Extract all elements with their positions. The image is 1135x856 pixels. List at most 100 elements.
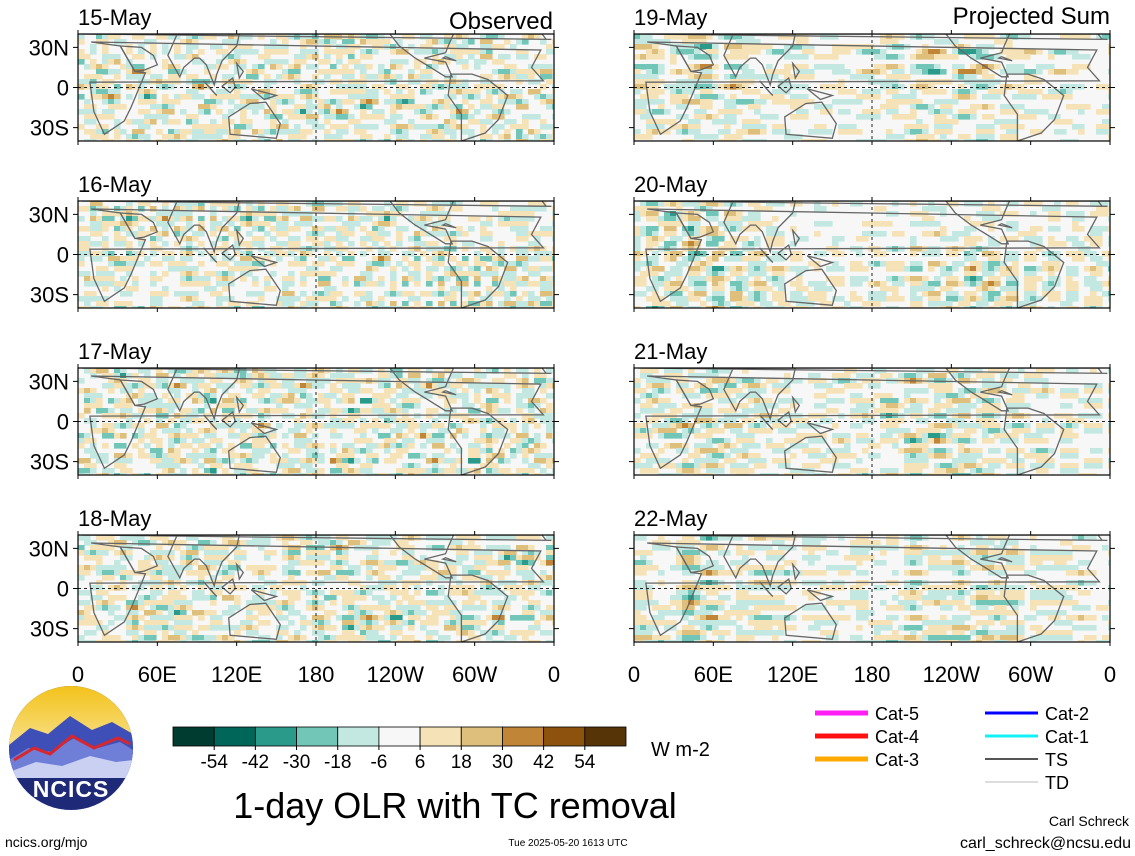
footer-url: ncics.org/mjo	[5, 834, 88, 850]
coastline	[806, 589, 835, 602]
colorbar-tick-label: -42	[242, 752, 269, 773]
coastline	[89, 41, 545, 136]
coastline	[784, 435, 838, 473]
coastline	[945, 34, 1011, 78]
olr-panel: 22-May	[629, 506, 1115, 646]
colorbar-swatch	[502, 726, 545, 747]
colorbar-swatch	[337, 726, 380, 747]
coastline	[228, 435, 282, 473]
colorbar-tick-label: 6	[415, 752, 426, 773]
olr-panel: 17-May 30N 0 30S	[29, 339, 559, 479]
coastline	[203, 414, 218, 430]
coastline	[791, 228, 801, 247]
panel-date: 21-May	[634, 339, 707, 364]
x-tick-label: 60W	[452, 662, 497, 687]
x-tick-label: 180	[298, 662, 335, 687]
coastline	[675, 45, 715, 73]
colorbar-swatch	[296, 726, 339, 747]
coastline	[945, 201, 1011, 245]
panel-grid: 15-May30N030S16-May30N030S17-May30N030S1…	[29, 5, 1115, 646]
coastline	[228, 268, 282, 306]
y-tick-label: 0	[57, 577, 69, 602]
footer-timestamp: Tue 2025-05-20 1613 UTC	[508, 838, 627, 849]
coastline	[440, 556, 457, 563]
coastline	[81, 201, 552, 207]
legend-label: TD	[1045, 773, 1069, 793]
observed-header: Observed	[449, 8, 553, 35]
y-tick-label: 30S	[30, 617, 69, 642]
legend-label: TS	[1045, 750, 1068, 770]
coastline	[228, 602, 282, 640]
projected-header: Projected Sum	[953, 3, 1110, 30]
coastline	[675, 546, 715, 574]
coastline	[637, 34, 1108, 41]
panel-date: 17-May	[78, 339, 151, 364]
coastline	[637, 535, 1108, 542]
colorbar-tick-label: -54	[200, 752, 228, 773]
x-tick-label: 60E	[138, 662, 177, 687]
coastline	[675, 379, 715, 407]
coastline	[235, 61, 245, 80]
coastline	[389, 201, 455, 245]
colorbar-swatch	[584, 726, 627, 747]
y-tick-label: 0	[57, 410, 69, 435]
y-tick-label: 30N	[29, 35, 69, 60]
coastline	[81, 34, 552, 41]
coastline	[637, 368, 1108, 375]
colorbar-tick-label: 30	[492, 752, 513, 773]
legend-label: Cat-1	[1045, 727, 1089, 747]
y-tick-label: 30S	[30, 283, 69, 308]
coastline	[235, 228, 245, 247]
coastline	[250, 255, 279, 268]
coastline	[447, 574, 509, 642]
olr-panel: 20-May	[629, 172, 1115, 312]
x-tick-label: 120W	[923, 662, 981, 687]
coastline	[784, 268, 838, 306]
colorbar-tick-label: 18	[451, 752, 472, 773]
colorbar-swatch	[460, 726, 503, 747]
logo-text: NCICS	[33, 776, 110, 802]
coastline	[389, 368, 455, 412]
olr-panel: 21-May	[629, 339, 1115, 479]
colorbar-tick-label: -30	[283, 752, 310, 773]
olr-panel: 19-May	[629, 5, 1115, 145]
coastline	[89, 208, 545, 303]
colorbar-swatch	[543, 726, 586, 747]
coastline	[1003, 574, 1065, 642]
coastline	[945, 368, 1011, 412]
coastline	[203, 247, 218, 263]
panel-date: 20-May	[634, 172, 707, 197]
legend-label: Cat-2	[1045, 704, 1089, 724]
colorbar-swatch	[419, 726, 462, 747]
x-tick-label: 0	[628, 662, 640, 687]
panel-date: 19-May	[634, 5, 707, 30]
colorbar-unit: W m-2	[651, 739, 710, 761]
colorbar-tick-label: 42	[533, 752, 554, 773]
coastline	[759, 414, 774, 430]
y-tick-label: 30N	[29, 536, 69, 561]
coastline	[1003, 73, 1065, 141]
coastline	[723, 368, 796, 421]
coastline	[1003, 240, 1065, 308]
coastline	[119, 379, 159, 407]
coastline	[645, 208, 1101, 303]
coastline	[167, 535, 240, 588]
coastline	[645, 542, 1101, 637]
panel-date: 15-May	[78, 5, 151, 30]
coastline	[250, 589, 279, 602]
legend-label: Cat-4	[875, 727, 919, 747]
coastline	[119, 546, 159, 574]
footer-author: Carl Schreck	[1049, 813, 1130, 829]
coastline	[996, 556, 1013, 563]
colorbar-tick-label: -18	[324, 752, 351, 773]
y-tick-label: 0	[57, 243, 69, 268]
coastline	[723, 201, 796, 254]
coastline	[235, 395, 245, 414]
coastline	[723, 34, 796, 87]
coastline	[637, 201, 1108, 207]
coastline	[675, 212, 715, 240]
coastline	[167, 201, 240, 254]
x-tick-label: 180	[854, 662, 891, 687]
figure-title: 1-day OLR with TC removal	[233, 785, 676, 826]
